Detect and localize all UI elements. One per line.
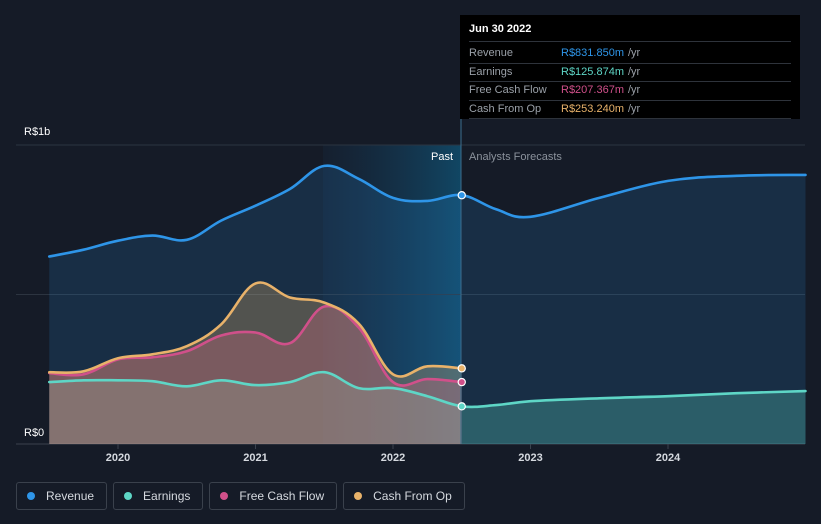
- tooltip-row-cash-from-op: Cash From Op R$253.240m /yr: [469, 101, 791, 119]
- y-label-bottom: R$0: [24, 427, 44, 439]
- legend-label: Earnings: [143, 489, 191, 503]
- legend-dot-icon: [220, 492, 229, 500]
- tooltip-label: Free Cash Flow: [469, 84, 547, 96]
- tooltip-date: Jun 30 2022: [469, 23, 791, 42]
- free-cash-flow-marker-point: [457, 377, 466, 387]
- free-cash-flow-area: [49, 306, 462, 444]
- gridlines: [16, 144, 805, 445]
- legend-item-free-cash-flow[interactable]: Free Cash Flow: [209, 482, 338, 510]
- past-label: Past: [431, 151, 453, 163]
- x-tick-label: 2020: [106, 452, 130, 464]
- tooltip-row-free-cash-flow: Free Cash Flow R$207.367m /yr: [469, 82, 791, 101]
- tooltip-label: Earnings: [469, 65, 513, 78]
- tooltip-unit: /yr: [628, 65, 641, 78]
- cash-from-op-marker-point: [457, 364, 466, 373]
- tooltip-label: Revenue: [469, 47, 514, 59]
- tooltip-label: Cash From Op: [469, 102, 542, 115]
- x-tick-label: 2021: [243, 452, 267, 464]
- legend-item-cash-from-op[interactable]: Cash From Op: [343, 482, 465, 510]
- tooltip-value: R$207.367m: [561, 84, 624, 96]
- tooltip-unit: /yr: [628, 47, 641, 59]
- legend-dot-icon: [354, 492, 363, 500]
- chart: R$1b R$0 Past Analysts Forecasts 2020 202…: [16, 119, 807, 464]
- revenue-line: [47, 164, 807, 258]
- x-tick-label: 2023: [518, 452, 542, 464]
- tooltip-value: R$831.850m: [561, 47, 624, 59]
- tooltip-row-earnings: Earnings R$125.874m /yr: [469, 64, 791, 82]
- tooltip-unit: /yr: [628, 84, 641, 96]
- cash-from-op-line: [47, 281, 464, 378]
- tooltip-row-revenue: Revenue R$831.850m /yr: [469, 45, 791, 64]
- earnings-area: [49, 372, 806, 444]
- tooltip-value: R$125.874m: [561, 65, 624, 78]
- legend-dot-icon: [124, 492, 133, 500]
- x-tick-label: 2022: [381, 452, 405, 464]
- earnings-line: [47, 370, 807, 409]
- legend-dot-icon: [27, 492, 35, 500]
- legend-item-earnings[interactable]: Earnings: [113, 482, 204, 510]
- x-tick-label: 2024: [656, 452, 681, 464]
- legend: Revenue Earnings Free Cash Flow Cash Fro…: [16, 482, 465, 510]
- tooltip-value: R$253.240m: [561, 102, 624, 115]
- legend-label: Revenue: [46, 489, 95, 503]
- legend-item-revenue[interactable]: Revenue: [16, 482, 108, 510]
- legend-label: Cash From Op: [373, 489, 452, 503]
- y-label-top: R$1b: [24, 126, 50, 138]
- revenue-marker-point: [457, 191, 466, 200]
- cash-from-op-area: [49, 282, 462, 444]
- tooltip: Jun 30 2022 Revenue R$831.850m /yr Earni…: [460, 15, 800, 119]
- tooltip-unit: /yr: [628, 102, 641, 115]
- forecast-label: Analysts Forecasts: [469, 151, 562, 163]
- earnings-marker-point: [457, 402, 466, 411]
- revenue-area: [49, 165, 806, 444]
- legend-label: Free Cash Flow: [239, 489, 325, 503]
